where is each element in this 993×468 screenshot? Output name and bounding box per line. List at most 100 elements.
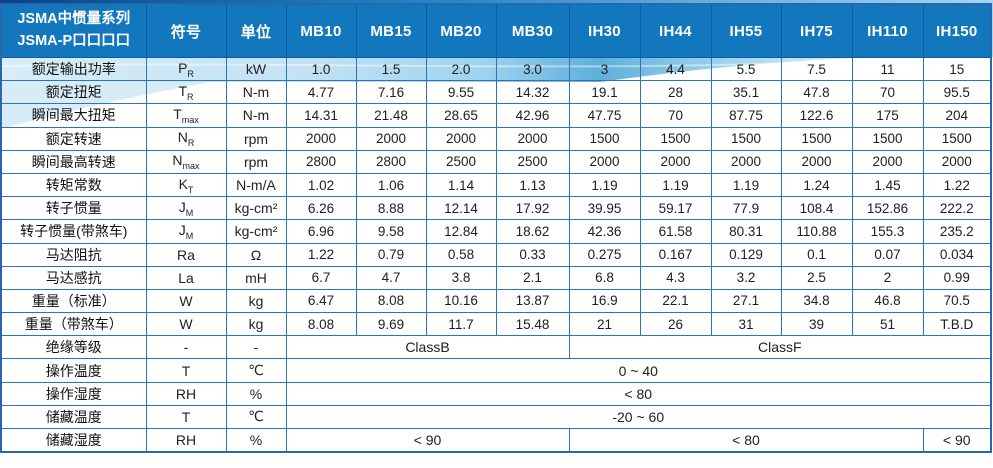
table-row: 额定转速 NR rpm 2000 2000 2000 2000 1500 1500 1500 150… xyxy=(0,126,992,151)
merged-value: ClassF xyxy=(568,335,992,360)
symbol-text: J xyxy=(178,198,186,215)
spec-value: 1.19 xyxy=(710,172,782,198)
spec-value: 1500 xyxy=(922,126,992,151)
spec-value: 27.1 xyxy=(710,288,782,314)
spec-value: 42.36 xyxy=(568,219,641,244)
spec-value: 4.4 xyxy=(639,56,712,82)
row-label: 重量（带煞车） xyxy=(0,312,147,337)
spec-value: 1500 xyxy=(639,126,712,151)
spec-value: 22.1 xyxy=(639,288,712,314)
spec-value: 28 xyxy=(639,80,712,105)
spec-value: 0.275 xyxy=(568,242,641,267)
spec-value: 0.58 xyxy=(425,242,497,267)
merged-value: ClassB xyxy=(285,335,570,360)
spec-value: 9.69 xyxy=(355,312,427,337)
spec-value: 42.96 xyxy=(495,103,570,128)
spec-value: 1.19 xyxy=(639,172,712,198)
spec-value: 122.6 xyxy=(780,103,853,128)
table-row: 绝缘等级 - - ClassB ClassF xyxy=(0,335,992,360)
spec-value: 1500 xyxy=(568,126,641,151)
merged-value: -20 ~ 60 xyxy=(285,404,992,430)
spec-value: 2.0 xyxy=(425,56,497,82)
symbol-text: T xyxy=(181,362,191,379)
symbol-subscript: max xyxy=(182,161,200,172)
table-row: 瞬间最高转速 Nmax rpm 2800 2800 2500 2500 2000 2000 200… xyxy=(0,149,992,174)
spec-value: 13.87 xyxy=(495,288,570,314)
spec-value: 87.75 xyxy=(710,103,782,128)
spec-value: 6.7 xyxy=(285,265,357,290)
symbol-subscript: R xyxy=(187,91,194,102)
spec-value: 1.02 xyxy=(285,172,357,198)
symbol-text: W xyxy=(179,316,193,333)
spec-value: 2000 xyxy=(851,149,924,174)
row-symbol: W xyxy=(145,288,227,314)
spec-value: 47.75 xyxy=(568,103,641,128)
row-unit: Ω xyxy=(225,242,287,267)
spec-value: 3.0 xyxy=(495,56,570,82)
row-unit: kW xyxy=(225,56,287,82)
spec-value: 2 xyxy=(851,265,924,290)
spec-value: 70 xyxy=(639,103,712,128)
series-title-line2: JSMA-P口口口口 xyxy=(17,33,131,49)
spec-value: 5.5 xyxy=(710,56,782,82)
table-row: 操作湿度 RH% < 80 xyxy=(0,381,992,406)
merged-value: < 90 xyxy=(285,428,570,453)
spec-value: 26 xyxy=(639,312,712,337)
spec-value: 2000 xyxy=(710,149,782,174)
spec-value: 21 xyxy=(568,312,641,337)
row-label: 储藏湿度 xyxy=(0,428,147,453)
symbol-text: Ra xyxy=(177,246,195,263)
row-symbol: La xyxy=(145,265,227,290)
spec-value: 2000 xyxy=(568,149,641,174)
spec-value: 2000 xyxy=(495,126,570,151)
symbol-subscript: R xyxy=(187,138,195,149)
spec-value: 6.96 xyxy=(285,219,357,244)
spec-value: 0.07 xyxy=(851,242,924,267)
spec-value: 2.1 xyxy=(495,265,570,290)
header-row: JSMA中惯量系列 JSMA-P口口口口 符号 单位 MB10 MB15 MB20 M… xyxy=(0,3,992,58)
model-column-header: IH55 xyxy=(710,3,782,58)
series-title-line1: JSMA中惯量系列 xyxy=(17,11,131,28)
spec-value: 11.7 xyxy=(425,312,497,337)
spec-value: 61.58 xyxy=(639,219,712,244)
spec-value: 2800 xyxy=(355,149,427,174)
table-row: 马达感抗 La mH 6.7 4.7 3.8 2.1 6.8 4.3 3.2 2.5 2 0.99 xyxy=(0,265,992,290)
merged-value: < 80 xyxy=(568,428,924,453)
model-column-header: MB30 xyxy=(495,3,570,58)
spec-value: 2000 xyxy=(425,126,497,151)
spec-value: 2500 xyxy=(425,149,497,174)
spec-value: 34.8 xyxy=(780,288,853,314)
model-column-header: IH44 xyxy=(639,3,712,58)
merged-value: 0 ~ 40 xyxy=(285,358,992,383)
row-label: 绝缘等级 xyxy=(0,335,147,360)
spec-value: 1.5 xyxy=(355,56,427,82)
unit-column-header: 单位 xyxy=(225,3,287,58)
row-label: 马达阻抗 xyxy=(0,242,147,267)
spec-value: 2800 xyxy=(285,149,357,174)
model-column-header: MB15 xyxy=(355,3,427,58)
spec-value: 222.2 xyxy=(922,196,992,221)
table-row: 转子惯量 JM kg-cm² 6.26 8.88 12.14 17.92 39.95 59.17… xyxy=(0,196,992,221)
spec-value: 12.14 xyxy=(425,196,497,221)
row-label: 操作温度 xyxy=(0,358,147,383)
spec-value: 108.4 xyxy=(780,196,853,221)
spec-value: 39 xyxy=(780,312,853,337)
spec-value: 0.99 xyxy=(922,265,992,290)
spec-value: 15 xyxy=(922,56,992,82)
spec-value: 0.129 xyxy=(710,242,782,267)
spec-value: 1.0 xyxy=(285,56,357,82)
spec-value: 28.65 xyxy=(425,103,497,128)
row-label: 额定转速 xyxy=(0,126,147,151)
symbol-subscript: M xyxy=(185,230,194,241)
row-unit: kg xyxy=(225,288,287,314)
row-unit: N-m/A xyxy=(225,172,287,198)
spec-value: 1.06 xyxy=(355,172,427,198)
spec-value: 175 xyxy=(851,103,924,128)
spec-value: 9.58 xyxy=(355,219,427,244)
row-label: 储藏温度 xyxy=(0,404,147,430)
model-column-header: IH110 xyxy=(851,3,924,58)
symbol-text: T xyxy=(173,106,182,123)
spec-value: 0.33 xyxy=(495,242,570,267)
